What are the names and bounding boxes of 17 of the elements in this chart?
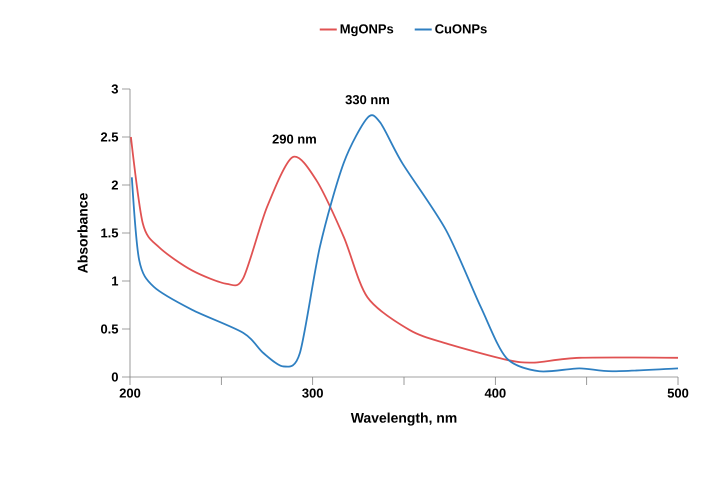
y-tick-label: 0	[112, 372, 118, 382]
annotation: 330 nm	[345, 95, 389, 104]
x-tick-label: 400	[484, 388, 506, 398]
x-tick-label: 500	[668, 388, 688, 398]
x-axis-title: Wavelength, nm	[350, 412, 456, 426]
x-tick-label: 200	[120, 388, 140, 398]
annotation: 290 nm	[272, 134, 316, 144]
y-tick-label: 1.5	[101, 228, 118, 238]
y-axis-title: Absorbance	[77, 193, 88, 273]
y-tick-label: 1	[112, 276, 118, 286]
y-tick-label: 2.5	[100, 132, 118, 142]
legend-label: MgONPs	[340, 24, 394, 36]
y-tick-label: 2	[112, 180, 118, 190]
legend-label: CuONPs	[435, 24, 487, 34]
y-tick-label: 0.5	[100, 324, 118, 334]
y-tick-label: 3	[112, 84, 118, 94]
x-tick-label: 300	[302, 388, 323, 398]
